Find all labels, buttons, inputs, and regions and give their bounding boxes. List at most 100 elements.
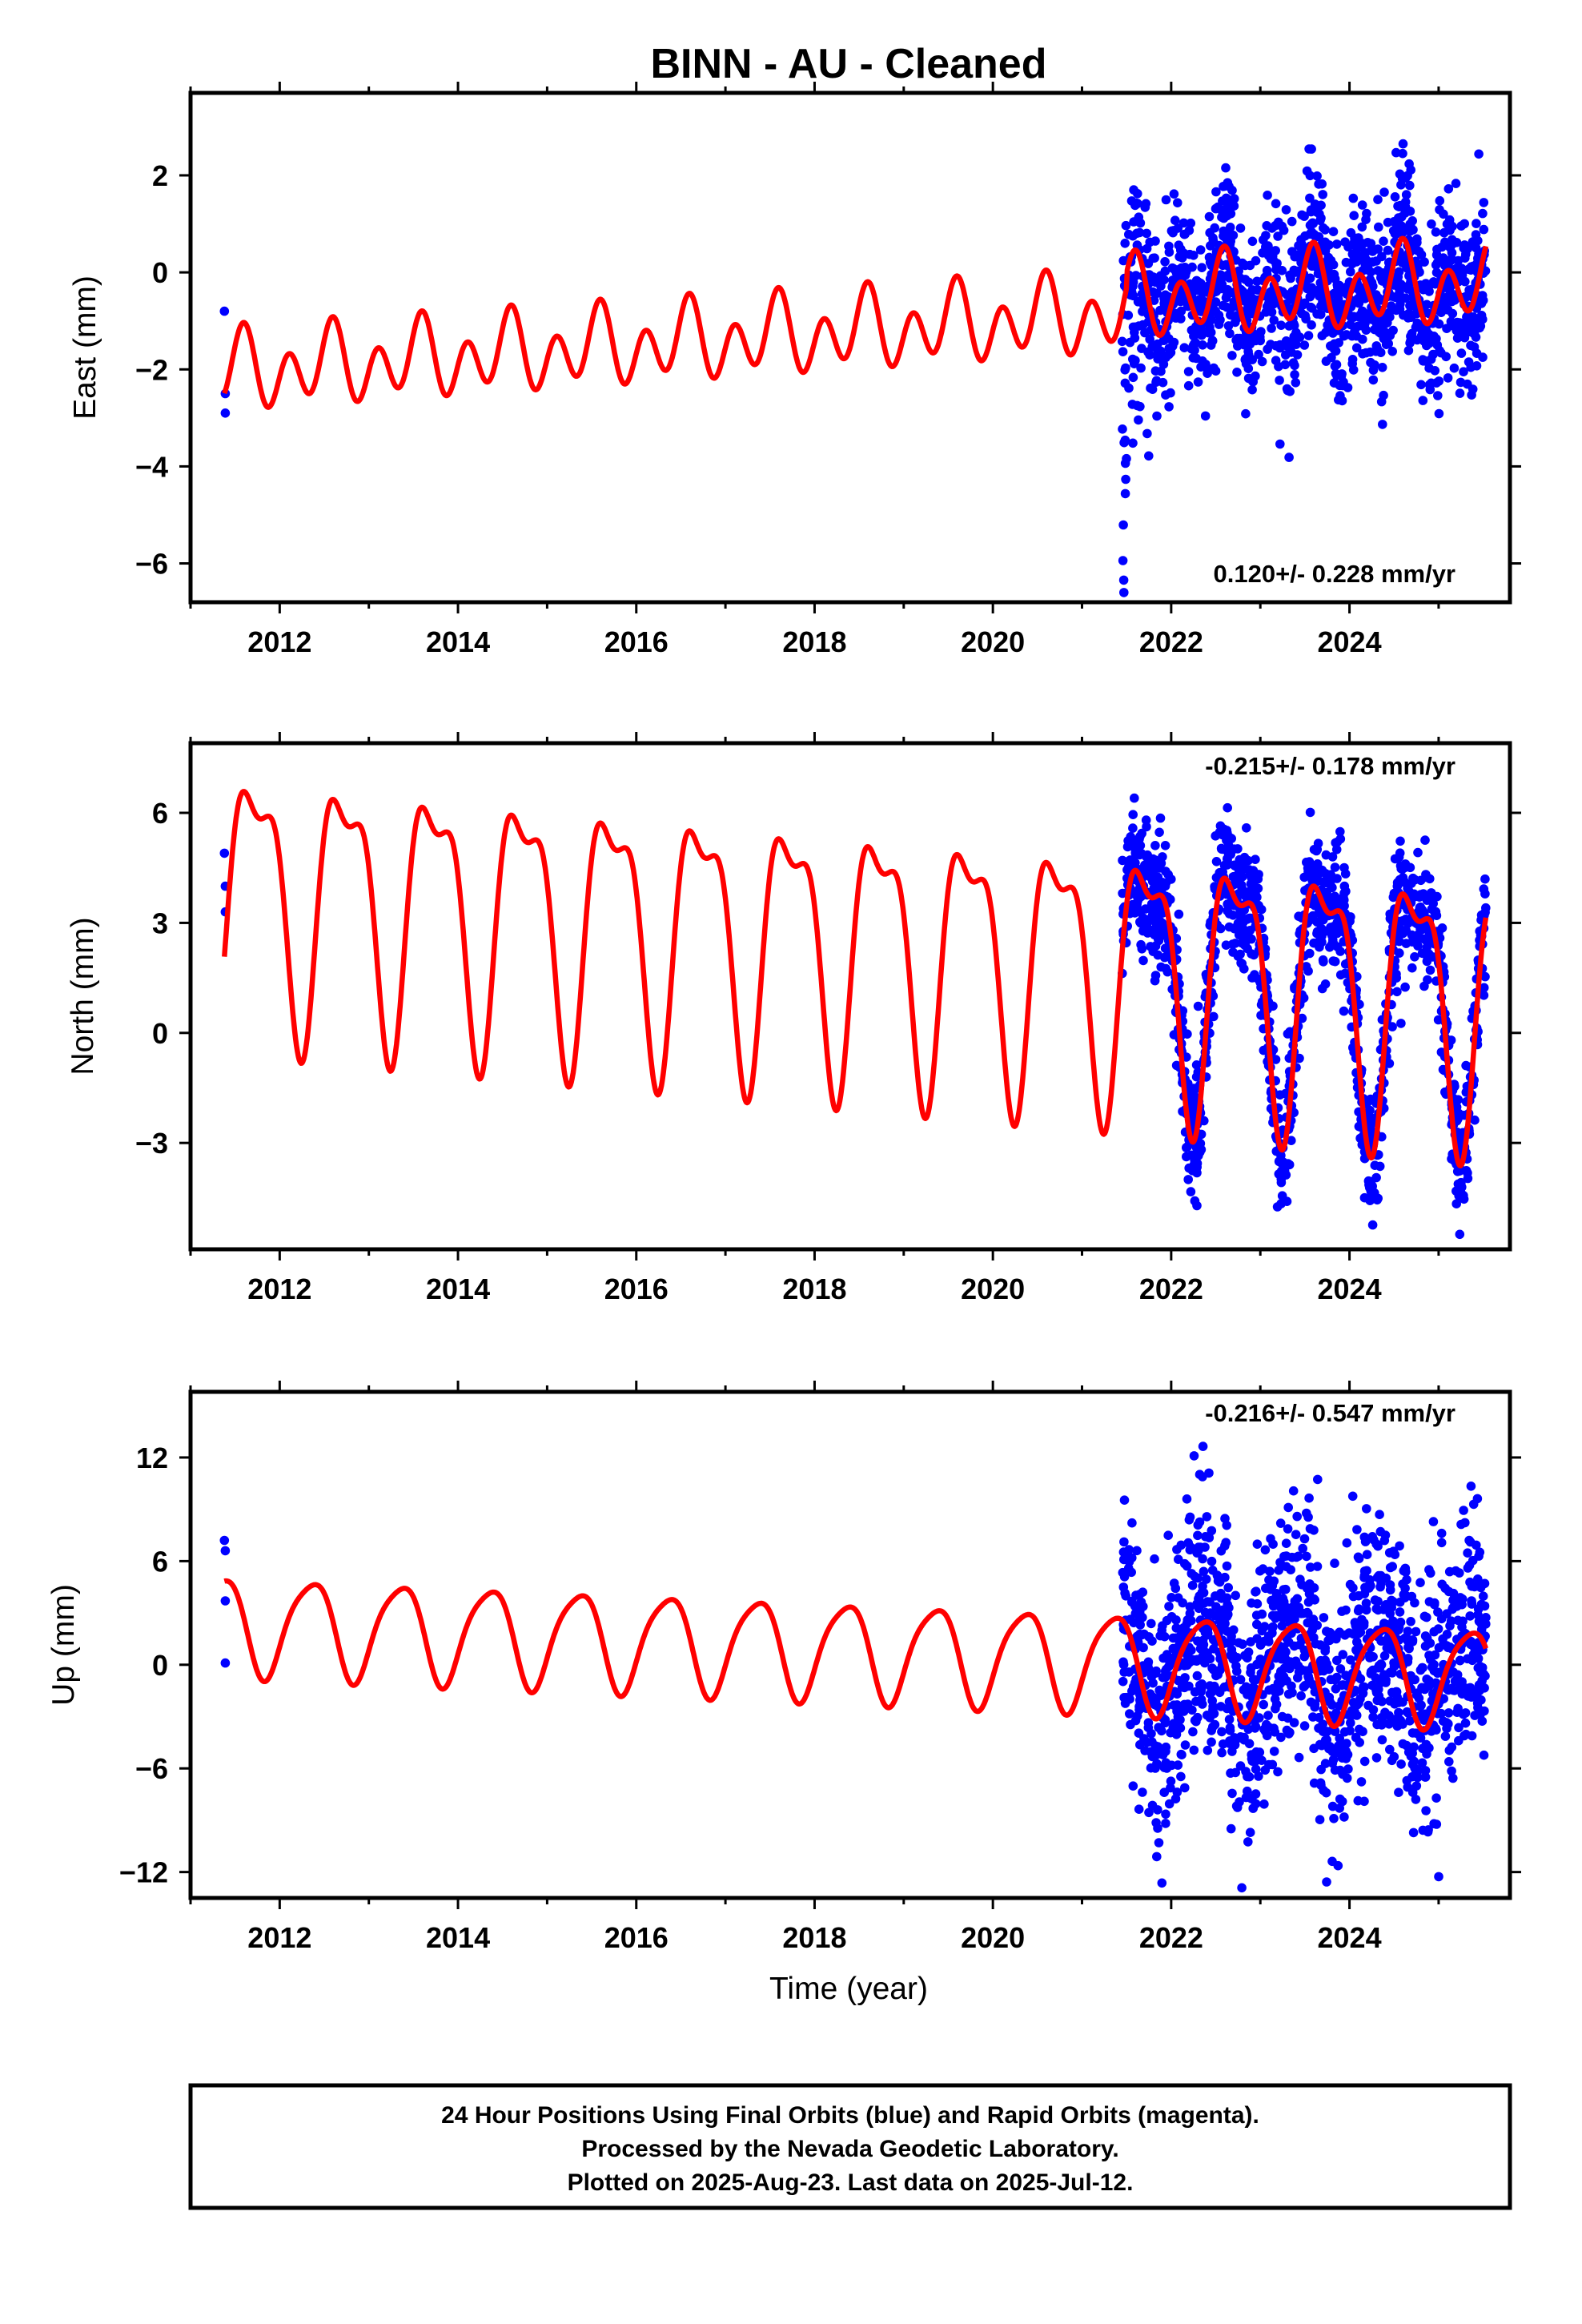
north-data-point <box>1127 899 1138 910</box>
up-data-point <box>1177 1683 1187 1692</box>
up-data-point <box>1431 1819 1442 1829</box>
up-data-point <box>1138 1787 1147 1797</box>
east-data-point <box>1345 320 1355 330</box>
north-data-point <box>1223 802 1232 813</box>
north-data-point <box>1236 919 1247 929</box>
east-data-point <box>1142 243 1152 254</box>
north-data-point <box>1413 847 1423 858</box>
up-data-point <box>1268 1539 1278 1549</box>
up-data-point <box>1293 1673 1303 1683</box>
north-data-point <box>1240 939 1251 950</box>
up-data-point <box>1184 1515 1195 1525</box>
up-data-point <box>1456 1519 1466 1530</box>
up-data-point <box>1352 1700 1363 1710</box>
north-model-fit-line <box>222 789 1489 1168</box>
east-model-fit-line <box>222 235 1489 410</box>
up-data-point <box>1254 1771 1263 1781</box>
up-data-point <box>1259 1622 1270 1631</box>
east-data-point <box>1374 222 1383 232</box>
east-data-point <box>1211 297 1221 307</box>
up-data-point <box>1411 1781 1422 1791</box>
up-data-point <box>1201 1574 1211 1584</box>
north-data-point <box>1136 849 1146 858</box>
east-data-point <box>1328 227 1339 237</box>
up-data-point <box>1385 1696 1395 1706</box>
up-data-point <box>1440 1731 1451 1741</box>
up-data-point <box>1205 1608 1215 1618</box>
up-data-point <box>1126 1614 1135 1624</box>
up-data-point <box>1231 1734 1242 1744</box>
up-data-point <box>1123 1550 1133 1560</box>
east-data-point <box>1317 179 1327 189</box>
north-data-point <box>1326 870 1335 879</box>
east-data-point <box>1418 355 1427 364</box>
up-data-point <box>1385 1562 1395 1573</box>
east-data-point <box>1424 339 1434 348</box>
north-data-point <box>1331 923 1341 933</box>
east-data-point <box>1397 174 1407 184</box>
north-data-point <box>1303 866 1313 877</box>
up-data-point <box>1411 1690 1422 1700</box>
up-data-point <box>220 1658 231 1668</box>
north-data-point <box>1235 910 1246 920</box>
up-data-point <box>1443 1708 1454 1718</box>
north-data-point <box>1330 862 1340 872</box>
up-data-point <box>1176 1540 1186 1550</box>
north-data-point <box>1130 793 1139 803</box>
east-data-point <box>1281 350 1291 360</box>
east-data-point <box>1416 380 1426 390</box>
north-data-point <box>1395 836 1405 846</box>
east-data-point <box>1327 352 1336 363</box>
up-data-point <box>1338 1650 1348 1659</box>
north-data-point <box>1297 1013 1307 1023</box>
east-data-point <box>1366 239 1376 249</box>
north-data-point <box>1183 1175 1193 1184</box>
up-data-point <box>1118 1676 1128 1687</box>
up-data-point <box>1226 1823 1236 1834</box>
east-data-point <box>1395 304 1405 314</box>
east-data-point <box>1348 193 1359 203</box>
up-data-point <box>1183 1651 1193 1662</box>
east-data-point <box>1215 315 1225 325</box>
up-data-point <box>1158 1750 1168 1759</box>
east-data-point <box>1378 420 1387 429</box>
up-data-point <box>1480 1578 1490 1589</box>
east-data-point <box>1164 247 1174 257</box>
east-data-point <box>1287 216 1297 227</box>
east-data-point <box>1394 202 1404 211</box>
north-data-point <box>1276 1151 1286 1160</box>
north-x-tick-label: 2016 <box>604 1273 669 1305</box>
north-y-axis-label: North (mm) <box>66 917 100 1075</box>
east-data-point <box>1434 376 1444 386</box>
up-data-point <box>1299 1645 1310 1655</box>
up-data-point <box>1313 1474 1323 1485</box>
up-data-point <box>1377 1720 1387 1730</box>
up-data-point <box>1422 1749 1431 1759</box>
east-data-point <box>1209 363 1219 373</box>
up-data-point <box>1132 1711 1142 1721</box>
east-data-point <box>1271 341 1281 351</box>
up-data-point <box>1326 1675 1336 1685</box>
up-data-point <box>1213 1572 1223 1582</box>
east-data-point <box>1478 208 1488 219</box>
up-data-point <box>1368 1705 1379 1715</box>
east-data-point <box>1188 353 1199 363</box>
east-data-point <box>1186 218 1196 228</box>
up-data-point <box>1343 1764 1353 1774</box>
north-data-point <box>1233 844 1243 854</box>
north-data-point <box>1155 813 1166 823</box>
up-data-point <box>1294 1752 1304 1763</box>
up-data-point <box>1398 1719 1407 1729</box>
up-data-point <box>1279 1663 1290 1673</box>
up-data-point <box>1452 1670 1463 1680</box>
up-data-point <box>1227 1747 1237 1756</box>
up-data-point <box>1329 1814 1339 1823</box>
up-data-point <box>1310 1702 1319 1712</box>
up-data-point <box>1448 1602 1458 1613</box>
east-data-point <box>1120 365 1130 375</box>
east-data-point <box>1418 327 1427 337</box>
up-data-point <box>1433 1607 1443 1617</box>
east-data-point <box>1447 295 1456 304</box>
east-data-point <box>1275 376 1284 385</box>
north-data-point <box>1330 896 1339 906</box>
